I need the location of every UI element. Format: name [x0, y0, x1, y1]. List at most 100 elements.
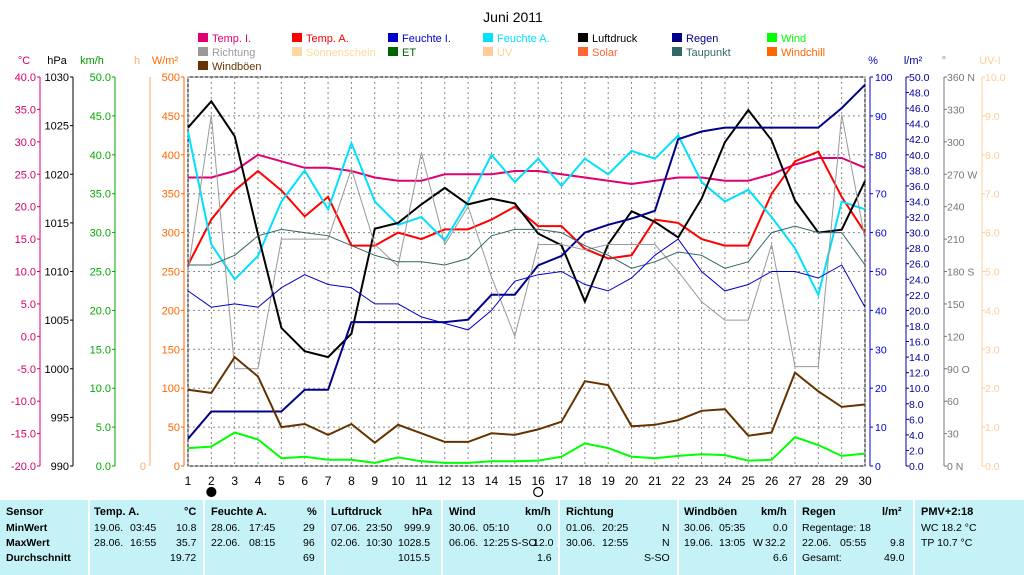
rain-max-value: 9.8	[890, 537, 905, 549]
legend-swatch	[578, 47, 588, 56]
legend-label: Wind	[781, 33, 806, 45]
direction-axis-tick-label: 120	[947, 331, 965, 343]
axis-unit-header: h	[134, 55, 140, 67]
direction-axis-tick-label: 0 N	[947, 461, 963, 473]
gusts-min-value: 0.0	[773, 522, 788, 534]
gusts-min-time: 05:35	[719, 522, 746, 534]
wind-axis-tick-label: 20.0	[90, 305, 111, 317]
legend-label: Temp. I.	[212, 33, 251, 45]
series-line-regen	[187, 84, 866, 440]
rain-axis-tick-label: 4.0	[909, 430, 924, 442]
legend-label: ET	[402, 47, 416, 59]
direction-axis-tick-label: 270 W	[947, 169, 977, 181]
series-line-luftdruck	[187, 99, 866, 359]
summary-gusts: Windböen km/h 30.06. 05:35 0.0 19.06. 13…	[679, 500, 793, 575]
gusts-min-date: 30.06.	[684, 522, 714, 534]
weather-chart: Juni 2011 Temp. I. Temp. A. Feuchte I. Feuc…	[10, 9, 1006, 498]
temp-axis-tick-label: 40.0	[15, 72, 36, 84]
wind-max-value: 12.0	[533, 537, 554, 549]
direction-max-time: 12:55	[602, 537, 629, 549]
x-tick-label: 8	[348, 474, 355, 488]
rain-axis-tick-label: 38.0	[909, 165, 930, 177]
gusts-max-date: 19.06.	[684, 537, 714, 549]
temp-axis-tick-label: 35.0	[15, 104, 36, 116]
gusts-max-value: 32.2	[765, 537, 786, 549]
x-tick-label: 6	[301, 474, 308, 488]
humidity-unit: %	[307, 506, 317, 518]
temp-max-value: 35.7	[176, 537, 197, 549]
uv-axis-tick-label: 6.0	[985, 228, 1000, 240]
axis-unit-header: °	[942, 55, 946, 67]
x-tick-label: 27	[788, 474, 802, 488]
humidity-axis-tick-label: 20	[875, 383, 887, 395]
x-tick-label: 12	[438, 474, 452, 488]
solar-axis-tick-label: 300	[162, 228, 180, 240]
summary-temp: Temp. A. °C 19.06. 03:45 10.8 28.06. 16:…	[90, 500, 202, 575]
x-tick-label: 9	[371, 474, 378, 488]
temp-header: Temp. A.	[94, 506, 140, 518]
temp-axis-tick-label: -15.0	[11, 429, 36, 441]
pressure-axis-tick-label: 1020	[45, 169, 69, 181]
x-tick-label: 14	[485, 474, 499, 488]
x-tick-label: 18	[578, 474, 592, 488]
direction-min-time: 20:25	[602, 522, 629, 534]
temp-axis-tick-label: -5.0	[17, 364, 36, 376]
rain-axis-tick-label: 0.0	[909, 461, 924, 473]
pressure-axis-tick-label: 1015	[45, 218, 69, 230]
direction-axis-tick-label: 300	[947, 137, 965, 149]
x-tick-label: 7	[325, 474, 332, 488]
x-tick-label: 2	[208, 474, 215, 488]
rain-axis-tick-label: 8.0	[909, 399, 924, 411]
legend-swatch	[292, 47, 302, 56]
legend-label: Solar	[592, 47, 618, 59]
legend-swatch	[767, 47, 777, 56]
axis-unit-header: W/m²	[152, 55, 179, 67]
pressure-axis-tick-label: 1000	[45, 364, 69, 376]
solar-axis-tick-label: 150	[162, 344, 180, 356]
direction-min-date: 01.06.	[566, 522, 596, 534]
series-line-richtung	[187, 114, 866, 370]
direction-axis-tick-label: 60	[947, 396, 959, 408]
pmv-header: PMV+2:18	[921, 506, 974, 518]
wind-max-date: 06.06.	[449, 537, 479, 549]
solar-axis-tick-label: 200	[162, 305, 180, 317]
pressure-axis-tick-label: 1025	[45, 121, 69, 133]
legend-label: UV	[497, 47, 513, 59]
x-tick-label: 15	[508, 474, 522, 488]
summary-panel: Sensor MinWert MaxWert Durchschnitt Temp…	[0, 500, 1024, 575]
rain-axis-tick-label: 22.0	[909, 290, 930, 302]
rain-max-date: 22.06.	[802, 537, 832, 549]
humidity-header: Feuchte A.	[211, 506, 267, 518]
legend-label: Taupunkt	[686, 47, 731, 59]
pressure-max-value: 1028.5	[398, 537, 431, 549]
humidity-max-date: 22.06.	[211, 537, 241, 549]
rain-axis-tick-label: 14.0	[909, 352, 930, 364]
sun-axis-tick-label: 0	[140, 461, 146, 473]
legend-swatch	[388, 47, 398, 56]
sensor-header: Sensor	[6, 506, 44, 518]
x-tick-label: 16	[531, 474, 545, 488]
pressure-min-date: 07.06.	[331, 522, 361, 534]
pressure-unit: hPa	[412, 506, 433, 518]
direction-axis-tick-label: 240	[947, 202, 965, 214]
direction-min-value: N	[662, 522, 670, 534]
direction-max-date: 30.06.	[566, 537, 596, 549]
temp-avg: 19.72	[170, 552, 197, 564]
x-tick-label: 11	[415, 474, 428, 488]
rain-total-label: Gesamt:	[802, 552, 842, 564]
x-tick-label: 23	[695, 474, 709, 488]
direction-axis-tick-label: 30	[947, 429, 959, 441]
humidity-axis-tick-label: 50	[875, 267, 887, 279]
series-line-windb-en	[187, 355, 866, 444]
legend-swatch	[292, 33, 302, 42]
wind-axis-tick-label: 45.0	[90, 111, 111, 123]
rain-axis-tick-label: 24.0	[909, 274, 930, 286]
direction-axis-tick-label: 360 N	[947, 72, 975, 84]
wind-min-date: 30.06.	[449, 522, 479, 534]
legend: Temp. I. Temp. A. Feuchte I. Feuchte A. Luft…	[198, 33, 825, 73]
pressure-axis-tick-label: 1010	[45, 267, 69, 279]
pressure-min-time: 23:50	[366, 522, 393, 534]
axis-unit-header: %	[868, 55, 878, 67]
pressure-axis-tick-label: 995	[51, 412, 69, 424]
x-tick-label: 10	[391, 474, 405, 488]
